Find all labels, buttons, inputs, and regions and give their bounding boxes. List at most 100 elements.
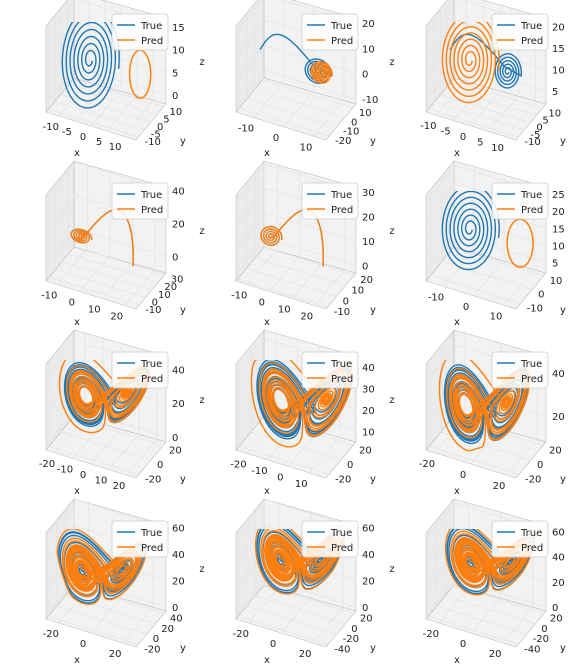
gridline-y [263,161,355,276]
z-tick-label: 20 [362,19,375,30]
gridline-z [235,212,357,250]
z-tick-label: 0 [172,252,178,263]
x-axis-label: x [74,486,80,497]
z-axis-label: z [199,57,204,68]
x-tick-label: 20 [113,481,126,492]
y-tick-label: -10 [334,307,350,318]
x-tick-label: 0 [463,302,469,313]
x-tick-label: 0 [80,132,86,143]
gridline-y [237,192,328,308]
x-tick-label: 0 [460,470,466,481]
x-tick-label: 0 [460,132,466,143]
z-tick-label: 5 [172,68,178,79]
legend-label-pred: Pred [141,36,163,47]
z-tick-label: 20 [362,212,375,223]
side-pane [425,498,455,620]
x-tick-label: -10 [231,291,247,302]
legend-box [301,520,359,558]
legend-label-pred: Pred [331,205,353,216]
z-axis-label: z [199,226,204,237]
legend-box [111,182,169,220]
gridline-z [235,499,357,536]
x-tick-label: -5 [62,127,72,138]
gridline-x [74,0,106,122]
gridline-x [436,0,467,116]
x-tick-label: 10 [278,305,291,316]
y-tick-label: 10 [351,286,364,297]
y-tick-label: 0 [157,122,163,133]
legend-box [301,13,359,51]
y-tick-label: 30 [171,275,184,286]
legend-box [111,13,169,51]
legend-box [491,520,549,558]
legend-label-true: True [330,190,352,201]
x-tick-label: -20 [39,459,55,470]
legend-label-true: True [140,359,162,370]
series-pred-line [310,61,333,84]
x-tick-label: 0 [259,298,265,309]
y-tick-label: -20 [525,474,541,485]
x-tick-label: -20 [423,629,439,640]
legend-label-true: True [140,21,162,32]
legend-label-pred: Pred [141,543,163,554]
y-tick-label: -40 [334,644,350,655]
z-tick-label: 0 [172,91,178,102]
y-tick-label: 10 [158,290,171,301]
y-tick-label: 10 [548,108,561,119]
legend-label-true: True [520,359,542,370]
gridline-z [425,234,547,271]
y-tick-label: -5 [151,130,161,141]
x-tick-label: 10 [109,142,122,153]
x-tick-label: 10 [95,476,108,487]
legend-label-true: True [520,190,542,201]
y-axis-label: y [370,136,376,147]
x-axis-label: x [74,148,80,159]
gridline-y [246,182,337,297]
z-tick-label: 20 [552,23,565,34]
y-tick-label: 10 [359,108,372,119]
z-axis-label: z [389,564,394,575]
legend-box [111,520,169,558]
series-true-line [449,33,522,89]
y-tick-label: 0 [538,290,544,301]
z-tick-label: 40 [362,550,375,561]
y-axis-label: y [560,643,566,654]
gridline-y [262,331,354,446]
gridline-x [247,162,278,285]
legend-label-true: True [520,21,542,32]
x-tick-label: -20 [43,629,59,640]
gridline-y [61,175,153,291]
y-tick-label: -20 [144,644,160,655]
y-tick-label: -20 [145,474,161,485]
x-tick-label: 0 [69,298,75,309]
x-axis-label: x [454,486,460,497]
gridline-z [235,70,357,108]
x-tick-label: -10 [420,121,436,132]
gridline-y [262,0,353,109]
z-tick-label: 5 [552,259,558,270]
y-tick-label: 20 [169,446,182,457]
series-pred-line [441,22,500,104]
z-tick-label: 10 [172,46,185,57]
y-tick-label: 10 [550,276,563,287]
gridline-y [72,331,164,446]
series-pred-line [128,49,152,100]
gridline-y [436,520,527,635]
x-tick-label: -20 [419,459,435,470]
z-tick-label: 20 [172,399,185,410]
z-tick-label: 20 [552,412,565,423]
z-tick-label: 10 [552,241,565,252]
legend-label-pred: Pred [331,374,353,385]
series-pred-line [506,218,534,268]
series-true-line [61,22,120,109]
x-axis-label: x [74,655,80,666]
gridline-y [48,360,140,475]
